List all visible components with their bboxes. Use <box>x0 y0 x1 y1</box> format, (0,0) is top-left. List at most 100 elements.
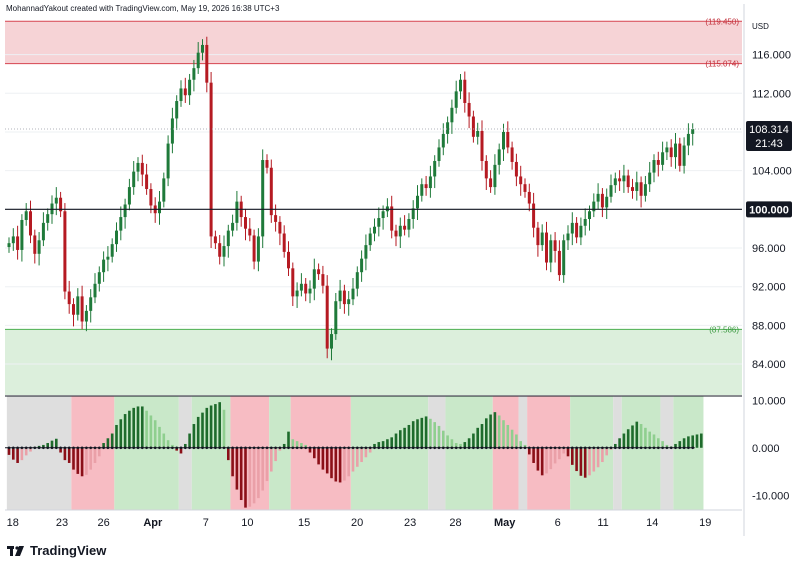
oscillator-bar <box>282 443 286 448</box>
oscillator-zero-dot <box>588 446 591 450</box>
oscillator-bar <box>390 437 393 448</box>
candle <box>480 131 484 161</box>
candle <box>411 208 415 220</box>
oscillator-zero-dot <box>239 446 243 450</box>
oscillator-bar <box>244 447 247 508</box>
price-chart[interactable]: (119.450) (115.074) (87.586) USD 116.000 112.… <box>0 0 800 540</box>
oscillator-zero-dot <box>596 446 600 450</box>
oscillator-zero-dot <box>265 446 269 450</box>
last-price-badge <box>746 120 792 151</box>
candle <box>299 283 303 291</box>
candle <box>661 152 665 165</box>
oscillator-bar <box>373 443 376 448</box>
oscillator-zero-dot <box>110 446 114 450</box>
candle <box>342 290 346 305</box>
oscillator-bar <box>317 447 320 465</box>
oscillator-zero-dot <box>12 446 15 450</box>
oscillator-bar <box>235 447 239 490</box>
candle <box>84 310 88 322</box>
candle <box>669 147 673 158</box>
oscillator-zero-dot <box>691 446 694 450</box>
oscillator-zero-dot <box>351 446 355 450</box>
candle <box>110 244 114 257</box>
oscillator-bar <box>59 447 62 453</box>
oscillator-bar <box>433 422 436 448</box>
candle <box>398 225 402 237</box>
candle <box>102 259 106 273</box>
oscillator-bar <box>29 447 32 452</box>
oscillator-zero-dot <box>399 446 402 450</box>
candle <box>433 160 437 177</box>
oscillator-bar <box>618 438 621 448</box>
tradingview-logo-icon <box>7 545 24 556</box>
oscillator-bar <box>214 404 217 448</box>
oscillator-bar <box>631 425 634 448</box>
oscillator-zero-dot <box>317 446 320 450</box>
price-axis-tick: 84.000 <box>752 359 786 371</box>
oscillator-background-segment <box>428 396 446 510</box>
candle <box>562 240 566 276</box>
oscillator-zero-dot <box>403 446 406 450</box>
candle <box>347 299 351 305</box>
oscillator-bar <box>265 447 269 482</box>
oscillator-zero-dot <box>98 446 101 450</box>
oscillator-zero-dot <box>648 446 651 450</box>
candle <box>41 222 45 241</box>
oscillator-bar <box>605 447 608 456</box>
oscillator-zero-dot <box>106 446 110 450</box>
candle <box>691 129 695 134</box>
oscillator-zero-dot <box>437 446 441 450</box>
oscillator-bar <box>454 443 458 448</box>
oscillator-zero-dot <box>278 446 282 450</box>
candle <box>274 215 278 222</box>
oscillator-bar <box>549 447 553 470</box>
candle <box>643 184 647 196</box>
oscillator-bar <box>98 447 101 457</box>
oscillator-zero-dot <box>295 446 299 450</box>
candle <box>527 191 531 204</box>
candle <box>631 187 634 191</box>
candle <box>459 79 462 92</box>
oscillator-zero-dot <box>407 446 411 450</box>
oscillator-bar <box>304 444 307 448</box>
candle <box>287 251 290 269</box>
oscillator-zero-dot <box>463 446 467 450</box>
support-top-label: (87.586) <box>709 325 739 334</box>
candle <box>158 201 161 214</box>
candle <box>149 189 153 206</box>
oscillator-bar <box>648 431 651 448</box>
oscillator-zero-dot <box>338 446 342 450</box>
oscillator-zero-dot <box>635 446 639 450</box>
oscillator-bar <box>459 443 462 448</box>
oscillator-zero-dot <box>80 446 84 450</box>
oscillator-bar <box>110 433 114 448</box>
candle <box>282 233 286 252</box>
oscillator-bar <box>192 424 196 448</box>
price-axis-tick: 96.000 <box>752 243 786 255</box>
candle <box>209 82 213 237</box>
candle <box>471 116 475 137</box>
candle <box>678 143 682 166</box>
candle <box>222 246 226 257</box>
oscillator-bar <box>493 412 497 448</box>
oscillator-zero-dot <box>360 446 363 450</box>
oscillator-bar <box>502 420 505 448</box>
oscillator-bar <box>562 447 565 454</box>
tradingview-brand[interactable]: TradingView <box>7 543 106 558</box>
oscillator-background-segment <box>269 396 291 510</box>
oscillator-bar <box>691 435 694 448</box>
brand-name: TradingView <box>30 543 107 558</box>
oscillator-bar <box>579 447 583 476</box>
candle <box>583 219 587 226</box>
oscillator-zero-dot <box>515 446 518 450</box>
oscillator-bar <box>80 447 84 477</box>
x-axis-tick: 10 <box>241 517 253 529</box>
oscillator-zero-dot <box>678 446 682 450</box>
oscillator-zero-dot <box>489 446 492 450</box>
candle <box>390 206 394 231</box>
candle <box>446 122 450 134</box>
oscillator-zero-dot <box>390 446 394 450</box>
oscillator-zero-dot <box>614 446 617 450</box>
candle <box>493 164 497 188</box>
x-axis-tick: 23 <box>56 517 68 529</box>
